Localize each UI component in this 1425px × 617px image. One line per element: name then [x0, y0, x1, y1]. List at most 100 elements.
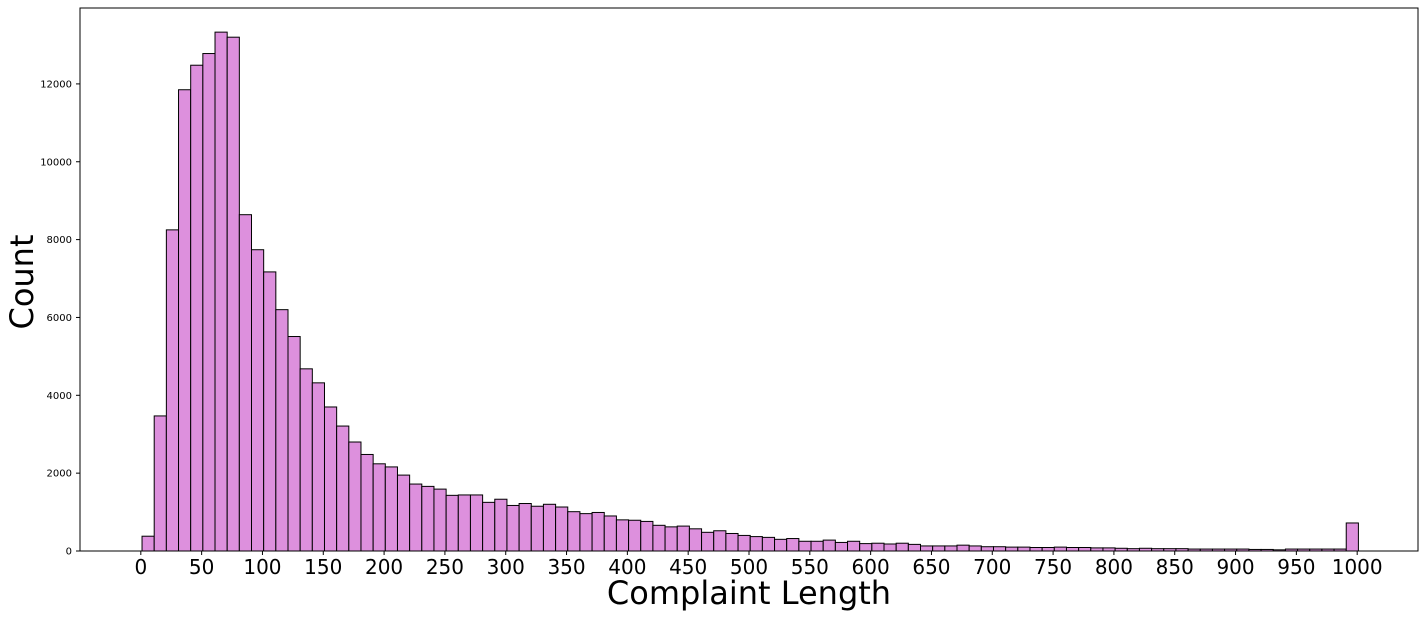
histogram-bar: [615, 519, 630, 552]
histogram-bar: [676, 525, 690, 552]
histogram-bar: [1017, 546, 1031, 552]
x-tick-label: 800: [1095, 555, 1133, 579]
histogram-bar: [992, 546, 1007, 552]
histogram-bar: [883, 543, 897, 552]
histogram-bar: [603, 515, 617, 552]
x-tick-label: 950: [1277, 555, 1315, 579]
histogram-bar: [494, 498, 508, 552]
x-tick-label: 700: [973, 555, 1011, 579]
x-tick-label: 350: [547, 555, 585, 579]
x-tick-label: 150: [304, 555, 342, 579]
histogram-bar: [737, 534, 751, 552]
histogram-bar: [530, 505, 544, 552]
histogram-bar: [664, 526, 678, 552]
histogram-bar: [251, 249, 265, 552]
histogram-bar: [980, 546, 994, 552]
y-tick-label: 0: [66, 547, 72, 558]
histogram-bar: [932, 545, 946, 552]
x-tick-label: 850: [1156, 555, 1194, 579]
plot-area-frame: [79, 7, 1419, 552]
histogram-bar: [725, 532, 739, 552]
y-axis-label: Count: [3, 234, 41, 329]
histogram-bar: [688, 528, 703, 552]
histogram-bar: [469, 494, 484, 552]
histogram-bar: [263, 271, 277, 552]
histogram-bar: [348, 441, 362, 552]
histogram-bar: [311, 382, 325, 552]
histogram-bar: [640, 520, 654, 552]
histogram-bar: [372, 463, 386, 552]
histogram-bar: [542, 503, 557, 552]
histogram-bar: [384, 466, 398, 552]
histogram-bar: [190, 64, 204, 552]
x-tick-label: 550: [791, 555, 829, 579]
y-tick-label: 12000: [40, 79, 72, 90]
x-tick-label: 1000: [1332, 555, 1383, 579]
histogram-bar: [287, 336, 301, 552]
histogram-bar: [555, 506, 569, 552]
histogram-bar: [968, 545, 982, 552]
histogram-bar: [761, 536, 776, 552]
histogram-bar: [445, 494, 459, 552]
histogram-bar: [1053, 546, 1067, 552]
x-tick-label: 400: [608, 555, 646, 579]
histogram-bar: [628, 519, 642, 552]
histogram-bar: [810, 540, 824, 552]
histogram-bar: [859, 543, 873, 552]
histogram-bar: [396, 474, 411, 552]
histogram-bar: [214, 31, 228, 552]
histogram-bar: [652, 524, 666, 552]
x-tick-label: 100: [243, 555, 281, 579]
histogram-bar: [579, 513, 593, 552]
x-axis-ticks: 0 50 100 150 200 250 300 350 400 450 500 550 600 650 7…: [134, 551, 1383, 579]
histogram-bar: [822, 539, 836, 552]
histogram-bar: [1005, 546, 1019, 552]
histogram-bar: [275, 309, 289, 552]
histogram-bar: [1041, 546, 1055, 552]
histogram-bar: [457, 494, 471, 552]
histogram-bar: [506, 504, 520, 552]
histogram-bar: [786, 538, 800, 552]
x-axis-label: Complaint Length: [607, 574, 891, 612]
x-tick-label: 450: [669, 555, 707, 579]
histogram-bar: [834, 541, 849, 552]
histogram-bar: [1345, 522, 1359, 552]
histogram-bar: [433, 488, 447, 552]
y-tick-label: 6000: [47, 313, 72, 324]
x-tick-label: 250: [426, 555, 464, 579]
histogram-bar: [701, 531, 715, 552]
histogram-bar: [920, 545, 934, 552]
y-tick-label: 10000: [40, 157, 72, 168]
histogram-bar: [591, 511, 605, 552]
histogram-bar: [226, 36, 240, 552]
histogram-bar: [360, 453, 374, 552]
histogram-bar: [421, 485, 435, 552]
histogram-bar: [141, 535, 155, 552]
histogram-bar: [323, 406, 338, 552]
histogram-bar: [956, 544, 970, 552]
x-tick-label: 0: [134, 555, 147, 579]
histogram-bar: [1078, 546, 1092, 552]
y-tick-label: 2000: [47, 469, 72, 480]
x-tick-label: 300: [487, 555, 525, 579]
y-tick-label: 8000: [47, 235, 72, 246]
histogram-bar: [774, 538, 788, 552]
histogram-bar: [202, 53, 216, 552]
histogram-bars: [141, 31, 1359, 552]
y-tick-label: 4000: [47, 391, 72, 402]
histogram-bar: [944, 545, 958, 552]
histogram-bar: [482, 501, 496, 552]
x-tick-label: 500: [730, 555, 768, 579]
histogram-bar: [299, 368, 313, 552]
histogram-bar: [518, 503, 532, 552]
histogram-bar: [798, 540, 812, 552]
histogram-bar: [1029, 546, 1043, 552]
histogram-bar: [409, 483, 423, 552]
x-tick-label: 600: [852, 555, 890, 579]
histogram-bar: [336, 425, 350, 552]
x-tick-label: 650: [912, 555, 950, 579]
histogram-bar: [847, 540, 861, 552]
histogram-bar: [907, 543, 922, 552]
histogram-bar: [871, 542, 885, 552]
